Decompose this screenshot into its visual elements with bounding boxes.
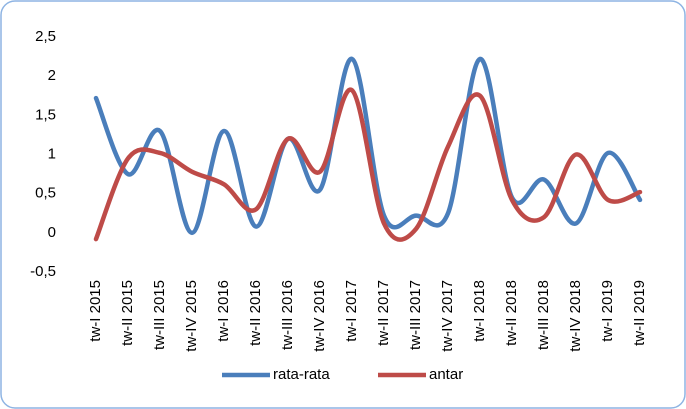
y-tick-label: 1	[48, 145, 56, 162]
x-tick-label: tw-III 2016	[279, 280, 296, 350]
x-tick-label: tw-I 2018	[471, 280, 488, 342]
x-tick-label: tw-II 2015	[119, 280, 136, 346]
legend-label: rata-rata	[273, 366, 330, 383]
line-series	[93, 56, 643, 236]
x-tick-label: tw-II 2019	[631, 280, 648, 346]
y-tick-label: 0,5	[35, 185, 56, 202]
x-tick-label: tw-IV 2017	[439, 280, 456, 352]
y-tick-label: 2,5	[35, 28, 56, 45]
x-tick-label: tw-III 2015	[151, 280, 168, 350]
x-tick-label: tw-IV 2018	[567, 280, 584, 352]
x-tick-label: tw-III 2018	[535, 280, 552, 350]
y-tick-label: 1,5	[35, 106, 56, 123]
y-tick-label: 2	[48, 67, 56, 84]
y-tick-label: 0	[48, 224, 56, 241]
y-tick-label: -0,5	[30, 263, 56, 280]
x-tick-label: tw-II 2018	[503, 280, 520, 346]
x-tick-label: tw-I 2017	[343, 280, 360, 342]
x-tick-label: tw-I 2015	[87, 280, 104, 342]
x-tick-label: tw-IV 2015	[183, 280, 200, 352]
x-tick-label: tw-II 2017	[375, 280, 392, 346]
x-tick-label: tw-II 2016	[247, 280, 264, 346]
x-tick-label: tw-IV 2016	[311, 280, 328, 352]
x-tick-label: tw-I 2019	[599, 280, 616, 342]
legend-label: antar	[429, 366, 463, 383]
x-tick-label: tw-III 2017	[407, 280, 424, 350]
line-series	[93, 87, 643, 242]
x-tick-label: tw-I 2016	[215, 280, 232, 342]
